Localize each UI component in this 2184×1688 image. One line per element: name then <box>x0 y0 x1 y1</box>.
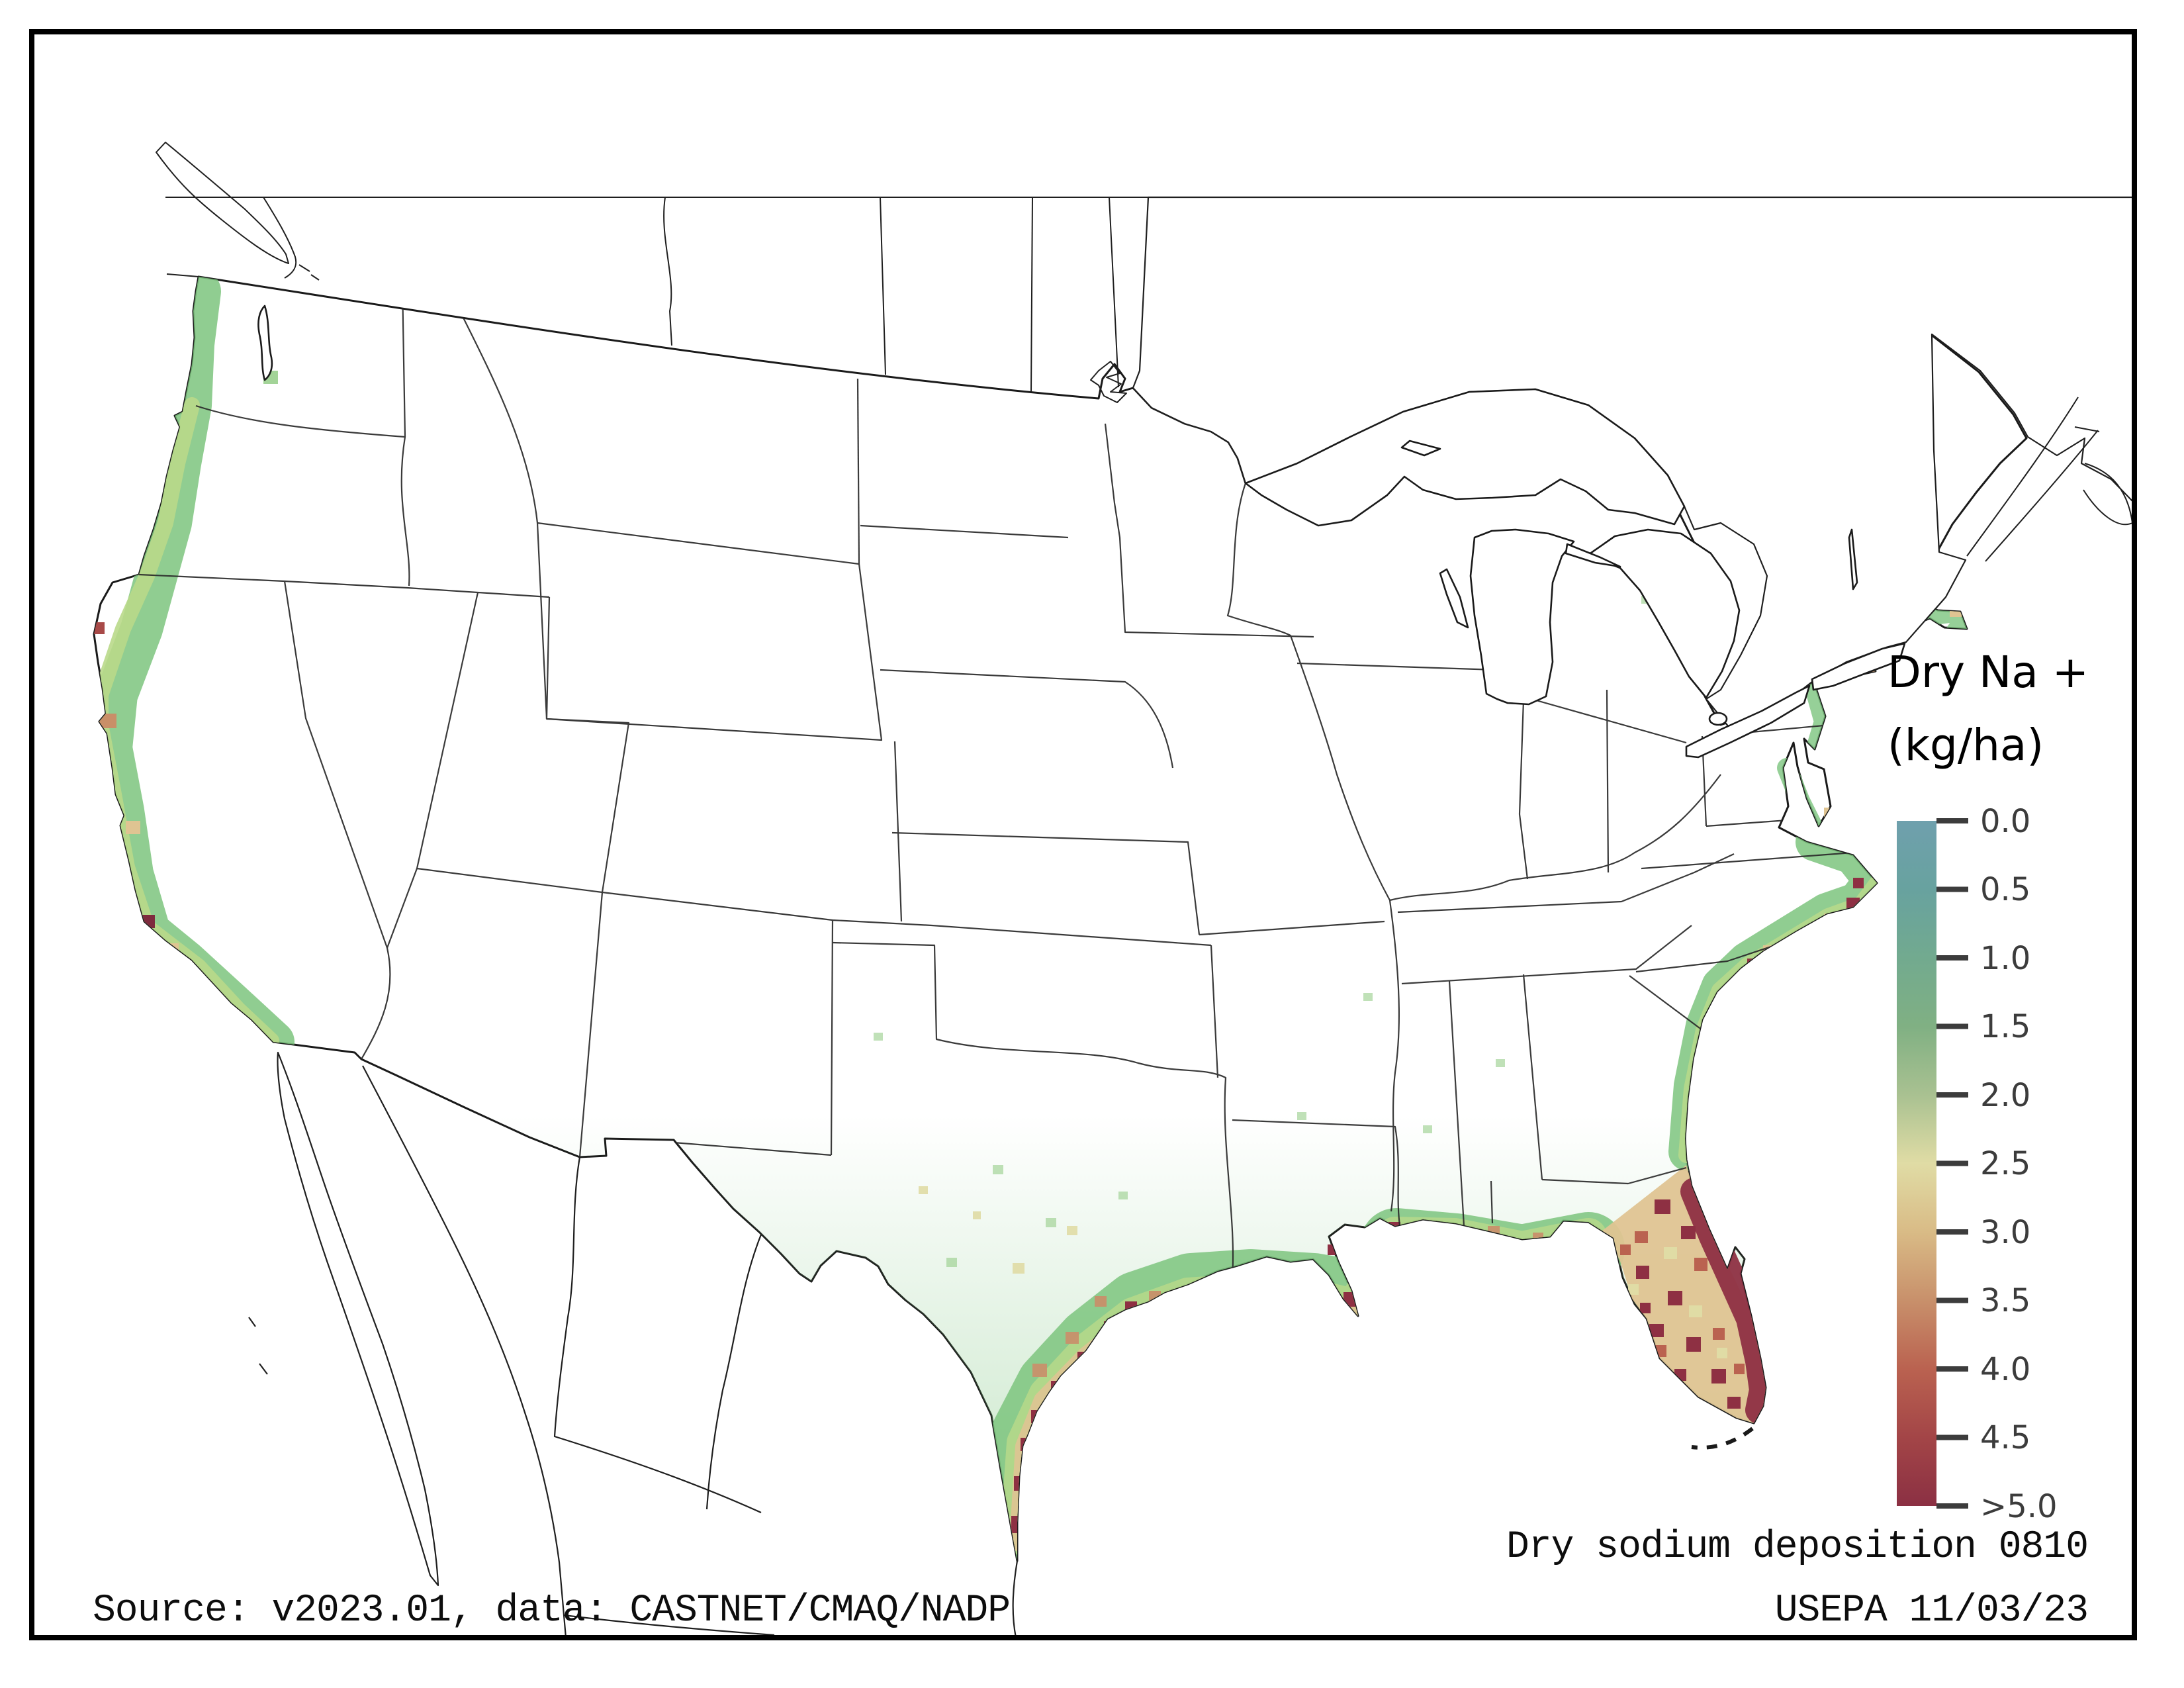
colorbar-gradient <box>1897 821 1936 1506</box>
green-bay <box>1439 568 1469 629</box>
figure-frame <box>29 29 2137 1640</box>
tick-label: 0.5 <box>1980 871 2030 908</box>
lake-huron <box>1587 528 1741 699</box>
agency-date-caption: USEPA 11/03/23 <box>1775 1589 2088 1632</box>
lake-michigan <box>1469 528 1575 706</box>
vancouver-island <box>156 142 289 264</box>
state-borders <box>138 283 1929 1278</box>
lake-champlain <box>1848 528 1858 590</box>
lake-ontario <box>1811 642 1906 691</box>
tick-label: 1.0 <box>1980 940 2030 977</box>
tick-label: 2.0 <box>1980 1077 2030 1114</box>
tick-label: 3.5 <box>1980 1282 2030 1319</box>
colorbar: Dry Na + (kg/ha) 0.0 0.5 1.0 1.5 2.0 2.5… <box>1888 647 2089 1525</box>
puget-sound <box>257 305 273 381</box>
lake-erie <box>1685 684 1811 759</box>
canada-outline <box>156 142 2136 728</box>
lake-st-clair <box>1708 712 1728 726</box>
tick-label: 1.5 <box>1980 1008 2030 1045</box>
lake-of-the-woods <box>1090 361 1127 403</box>
tick-label: 0.0 <box>1980 803 2030 840</box>
canada-east-landmass <box>1132 196 2136 728</box>
tick-label: 4.5 <box>1980 1419 2030 1456</box>
colorbar-tick-labels: 0.0 0.5 1.0 1.5 2.0 2.5 3.0 3.5 4.0 4.5 … <box>1980 803 2058 1525</box>
tick-label: 3.0 <box>1980 1214 2030 1251</box>
tick-label: >5.0 <box>1980 1488 2058 1525</box>
lake-superior <box>1244 388 1686 527</box>
straits-of-mackinac <box>1565 543 1621 568</box>
source-caption: Source: v2023.01, data: CASTNET/CMAQ/NAD… <box>93 1589 1010 1632</box>
tick-label: 2.5 <box>1980 1145 2030 1182</box>
mexico-outline <box>248 1051 1019 1638</box>
baja-california <box>277 1051 439 1587</box>
colorbar-ticks <box>1936 818 1968 1509</box>
isle-royale <box>1400 440 1441 457</box>
florida-keys <box>1691 1427 1754 1450</box>
legend-title: Dry Na + <box>1888 647 2089 698</box>
map-title-caption: Dry sodium deposition 0810 <box>1506 1526 2088 1569</box>
legend-units: (kg/ha) <box>1888 720 2044 771</box>
tick-label: 4.0 <box>1980 1351 2030 1388</box>
great-lakes <box>257 305 1906 759</box>
